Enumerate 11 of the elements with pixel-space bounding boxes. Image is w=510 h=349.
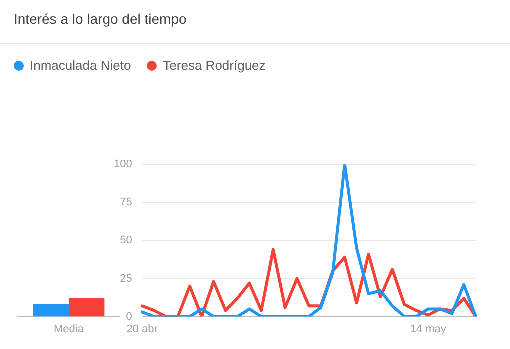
y-tick-label: 25 [120, 272, 132, 285]
legend-label: Teresa Rodríguez [163, 58, 266, 73]
chart-title: Interés a lo largo del tiempo [14, 11, 187, 27]
x-tick-label: Media [54, 323, 85, 336]
x-tick-label: 14 may [410, 323, 447, 336]
y-tick-label: 50 [120, 234, 132, 247]
y-tick-label: 100 [114, 158, 132, 171]
y-tick-label: 0 [126, 310, 132, 323]
y-tick-label: 75 [120, 196, 132, 209]
legend-label: Inmaculada Nieto [30, 58, 132, 73]
x-tick-label: 20 abr [126, 323, 158, 336]
